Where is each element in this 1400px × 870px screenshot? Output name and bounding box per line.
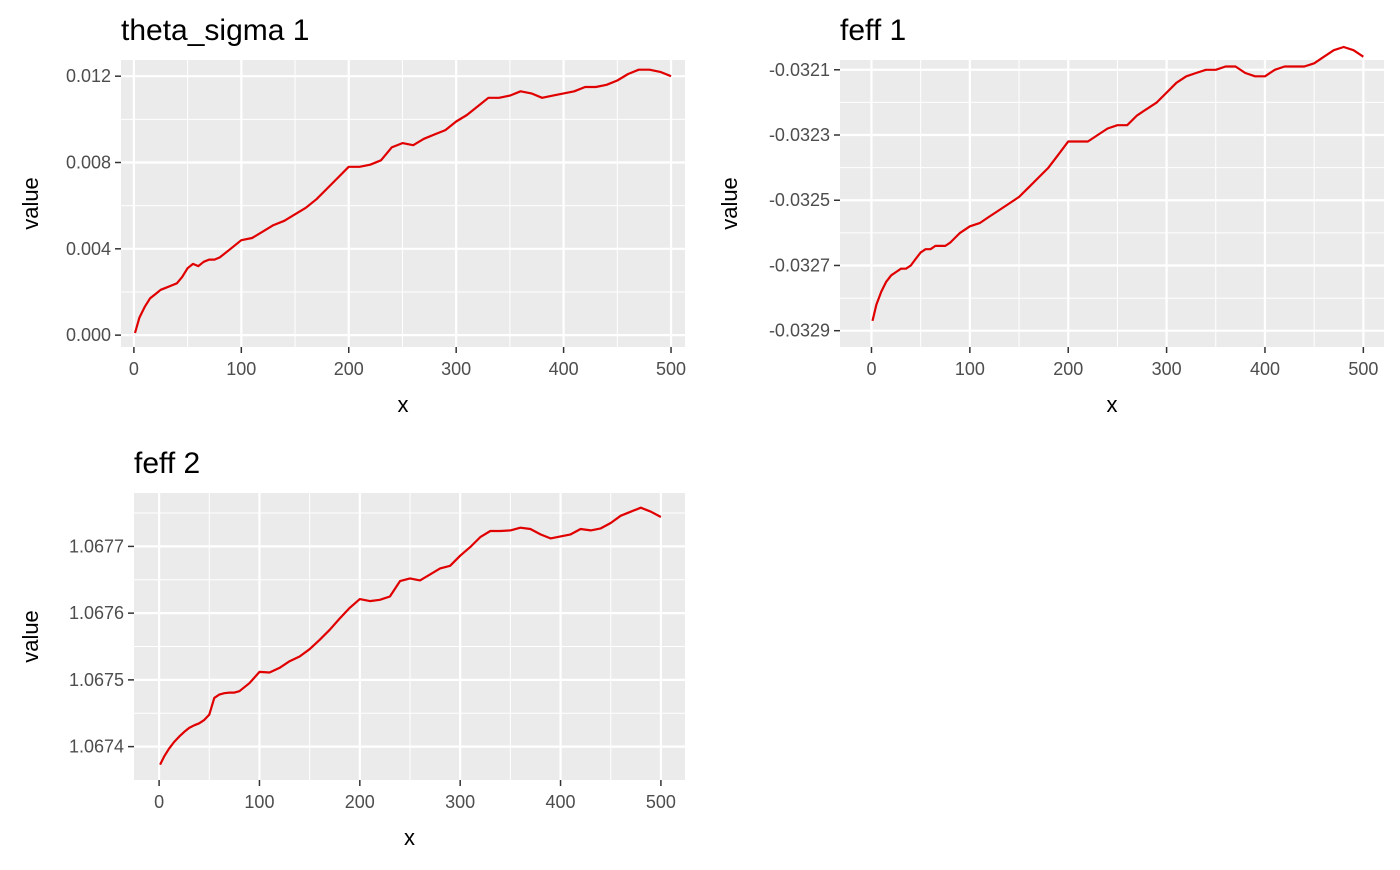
series-line — [159, 506, 662, 766]
y-tick-label: 1.0677 — [69, 536, 124, 556]
x-tick-label: 300 — [445, 792, 475, 812]
panel-title: feff 2 — [134, 447, 200, 480]
x-tick-label: 100 — [955, 359, 985, 379]
y-axis-label: value — [18, 177, 43, 230]
series-line — [133, 68, 672, 334]
y-tick-label: -0.0321 — [769, 60, 830, 80]
y-tick-label: 1.0675 — [69, 670, 124, 690]
y-tick-label: -0.0327 — [769, 255, 830, 275]
x-tick-label: 0 — [154, 792, 164, 812]
x-tick-label: 400 — [1250, 359, 1280, 379]
y-tick-label: 0.012 — [66, 66, 111, 86]
x-tick-label: 500 — [646, 792, 676, 812]
x-tick-label: 200 — [334, 359, 364, 379]
x-tick-label: 0 — [866, 359, 876, 379]
y-tick-label: -0.0325 — [769, 190, 830, 210]
y-tick-label: 0.004 — [66, 239, 111, 259]
y-tick-label: 1.0674 — [69, 737, 124, 757]
panel-background — [840, 60, 1384, 347]
x-tick-label: 100 — [244, 792, 274, 812]
y-tick-label: 0.008 — [66, 153, 111, 173]
x-tick-label: 500 — [656, 359, 686, 379]
y-axis-label: value — [717, 177, 742, 230]
panel-title: feff 1 — [840, 14, 906, 47]
x-tick-label: 500 — [1348, 359, 1378, 379]
y-tick-label: -0.0329 — [769, 321, 830, 341]
x-axis-label: x — [1107, 392, 1118, 417]
series-line — [871, 45, 1364, 322]
panel-3: 0 100 200 300 400 500 1.0674 1.0675 1.0676 1.0677… — [18, 447, 685, 850]
x-tick-label: 100 — [226, 359, 256, 379]
x-tick-label: 300 — [1152, 359, 1182, 379]
x-tick-label: 300 — [441, 359, 471, 379]
y-tick-label: -0.0323 — [769, 125, 830, 145]
y-axis-label: value — [18, 610, 43, 663]
panel-1: 0 100 200 300 400 500 0.000 0.004 0.008 0.012 thet… — [18, 14, 686, 417]
x-axis-label: x — [398, 392, 409, 417]
panel-2: 0 100 200 300 400 500 -0.0329 -0.0327 -0.0325 -0.… — [717, 14, 1384, 417]
y-tick-label: 1.0676 — [69, 603, 124, 623]
x-tick-label: 400 — [546, 792, 576, 812]
y-tick-label: 0.000 — [66, 325, 111, 345]
x-axis-label: x — [404, 825, 415, 850]
x-tick-label: 200 — [345, 792, 375, 812]
panel-background — [134, 493, 685, 780]
panel-background — [121, 60, 685, 347]
x-tick-label: 200 — [1053, 359, 1083, 379]
x-tick-label: 0 — [129, 359, 139, 379]
x-tick-label: 400 — [549, 359, 579, 379]
panel-title: theta_sigma 1 — [121, 14, 309, 47]
